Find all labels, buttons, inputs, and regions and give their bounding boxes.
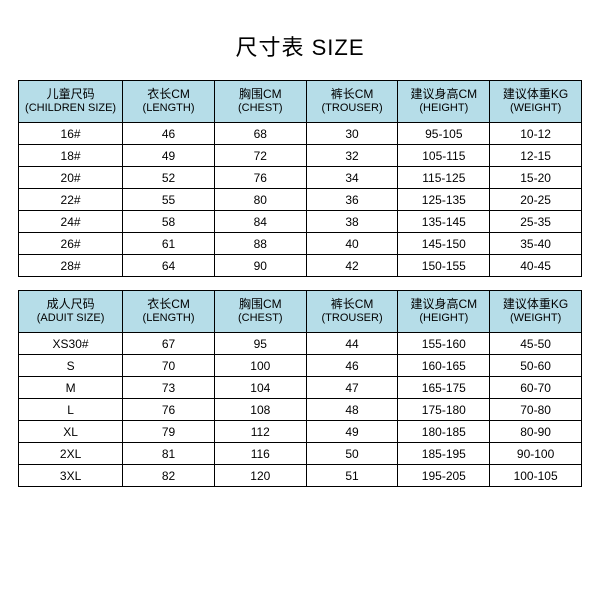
size-tables: 儿童尺码(CHILDREN SIZE) 衣长CM(LENGTH) 胸围CM(CH… xyxy=(18,80,582,487)
col-height: 建议身高CM(HEIGHT) xyxy=(398,291,490,333)
col-chest: 胸围CM(CHEST) xyxy=(214,81,306,123)
size-chart-page: 尺寸表 SIZE 儿童尺码(CHILDREN SIZE) 衣长CM(LENGTH… xyxy=(0,0,600,600)
col-weight: 建议体重KG(WEIGHT) xyxy=(490,81,582,123)
table-row: 28#649042150-15540-45 xyxy=(19,255,582,277)
table-spacer xyxy=(19,277,582,291)
table-row: XS30#679544155-16045-50 xyxy=(19,333,582,355)
col-trouser: 裤长CM(TROUSER) xyxy=(306,81,398,123)
children-header-row: 儿童尺码(CHILDREN SIZE) 衣长CM(LENGTH) 胸围CM(CH… xyxy=(19,81,582,123)
col-children-size: 儿童尺码(CHILDREN SIZE) xyxy=(19,81,123,123)
table-row: 20#527634115-12515-20 xyxy=(19,167,582,189)
table-row: 2XL8111650185-19590-100 xyxy=(19,443,582,465)
table-row: XL7911249180-18580-90 xyxy=(19,421,582,443)
col-length: 衣长CM(LENGTH) xyxy=(123,291,215,333)
table-row: L7610848175-18070-80 xyxy=(19,399,582,421)
table-row: 24#588438135-14525-35 xyxy=(19,211,582,233)
table-row: S7010046160-16550-60 xyxy=(19,355,582,377)
table-row: 22#558036125-13520-25 xyxy=(19,189,582,211)
table-row: 16#46683095-10510-12 xyxy=(19,123,582,145)
col-weight: 建议体重KG(WEIGHT) xyxy=(490,291,582,333)
table-row: 26#618840145-15035-40 xyxy=(19,233,582,255)
col-length: 衣长CM(LENGTH) xyxy=(123,81,215,123)
table-row: 3XL8212051195-205100-105 xyxy=(19,465,582,487)
col-height: 建议身高CM(HEIGHT) xyxy=(398,81,490,123)
page-title: 尺寸表 SIZE xyxy=(18,30,582,62)
table-row: M7310447165-17560-70 xyxy=(19,377,582,399)
adult-header-row: 成人尺码(ADUIT SIZE) 衣长CM(LENGTH) 胸围CM(CHEST… xyxy=(19,291,582,333)
table-row: 18#497232105-11512-15 xyxy=(19,145,582,167)
col-chest: 胸围CM(CHEST) xyxy=(214,291,306,333)
col-trouser: 裤长CM(TROUSER) xyxy=(306,291,398,333)
col-adult-size: 成人尺码(ADUIT SIZE) xyxy=(19,291,123,333)
